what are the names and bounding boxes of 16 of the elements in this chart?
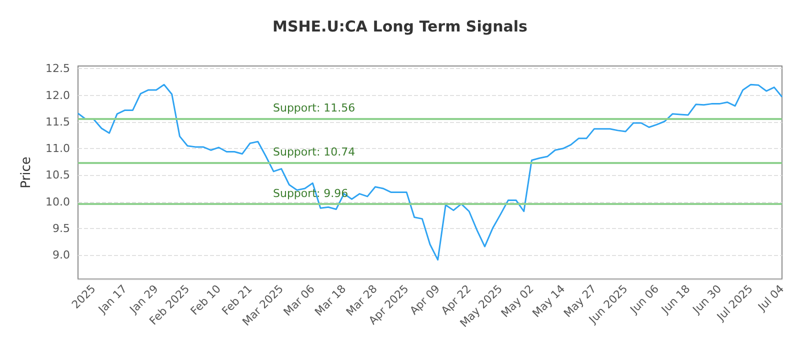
y-tick-label: 10.0 [46, 195, 70, 208]
ref-line-label: Support: 10.74 [273, 145, 356, 158]
ref-line-label: Support: 11.56 [273, 102, 356, 115]
x-tick-label: Apr 09 [407, 282, 442, 318]
chart-title: MSHE.U:CA Long Term Signals [272, 18, 528, 36]
y-tick-label: 11.0 [46, 142, 70, 156]
y-tick-label: 9.0 [52, 248, 70, 262]
x-tick-label: Jul 04 [754, 282, 787, 314]
x-tick-label: Jan 17 [95, 282, 130, 317]
y-tick-label: 9.5 [52, 222, 70, 235]
line-series [77, 84, 783, 261]
y-tick-label: 11.5 [46, 115, 70, 128]
y-tick-label: 12.0 [46, 88, 70, 102]
y-tick-label: 10.5 [46, 168, 70, 182]
y-axis-title: Price [19, 156, 34, 188]
y-tick-label: 12.5 [46, 62, 70, 76]
